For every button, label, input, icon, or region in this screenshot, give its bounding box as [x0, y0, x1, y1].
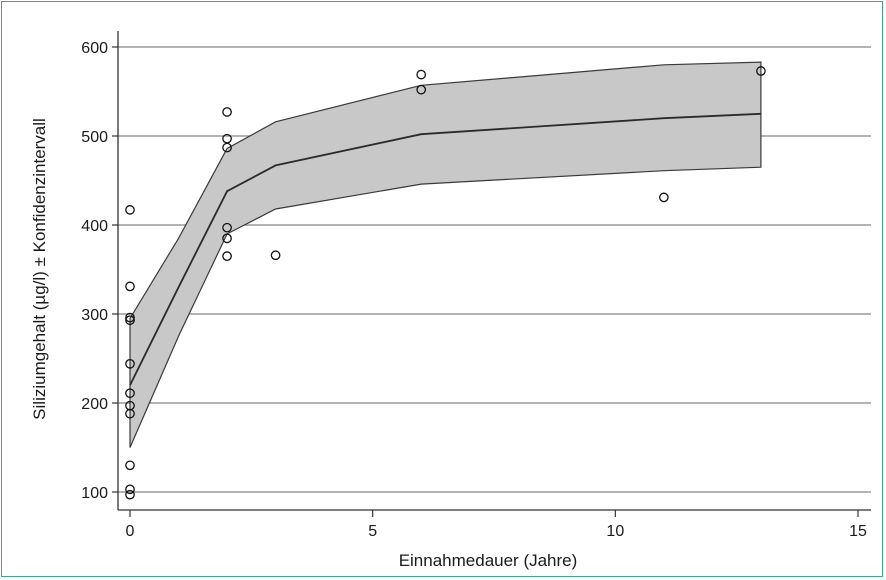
data-point	[659, 192, 669, 203]
confidence-band	[129, 61, 762, 448]
fit-line	[129, 112, 761, 386]
x-tick-label-5: 5	[368, 523, 377, 540]
data-point	[125, 388, 135, 399]
data-point	[222, 222, 232, 233]
data-point	[222, 107, 232, 117]
data-point	[222, 251, 232, 261]
x-tick-label-0: 0	[126, 523, 135, 540]
axes: 100 200 300 400 500 600 0 5 10 15	[81, 31, 871, 540]
data-point	[125, 315, 135, 326]
data-point	[125, 358, 135, 369]
data-point	[125, 205, 135, 215]
x-axis-title: Einnahmedauer (Jahre)	[399, 551, 578, 570]
y-tick-label-300: 300	[81, 307, 108, 324]
data-point	[125, 484, 135, 495]
data-points	[125, 66, 766, 500]
x-tick-label-10: 10	[606, 523, 624, 540]
y-tick-label-200: 200	[81, 396, 108, 413]
y-tick-label-100: 100	[81, 485, 108, 502]
data-point	[125, 408, 135, 419]
data-point	[222, 233, 232, 244]
data-point	[756, 66, 766, 76]
confidence-band-layer	[129, 61, 762, 448]
y-axis-title: Siliziumgehalt (µg/l) ± Konfidenzinterva…	[30, 118, 49, 420]
y-tick-label-400: 400	[81, 218, 108, 235]
x-tick-label-15: 15	[849, 523, 867, 540]
data-point	[222, 142, 232, 153]
data-point	[125, 489, 135, 500]
data-point	[125, 460, 135, 471]
data-point	[125, 312, 135, 323]
data-point	[416, 69, 427, 80]
data-point	[125, 281, 135, 292]
data-point	[416, 84, 427, 95]
y-tick-label-500: 500	[81, 129, 108, 146]
data-point	[270, 250, 281, 261]
y-tick-label-600: 600	[81, 40, 108, 57]
